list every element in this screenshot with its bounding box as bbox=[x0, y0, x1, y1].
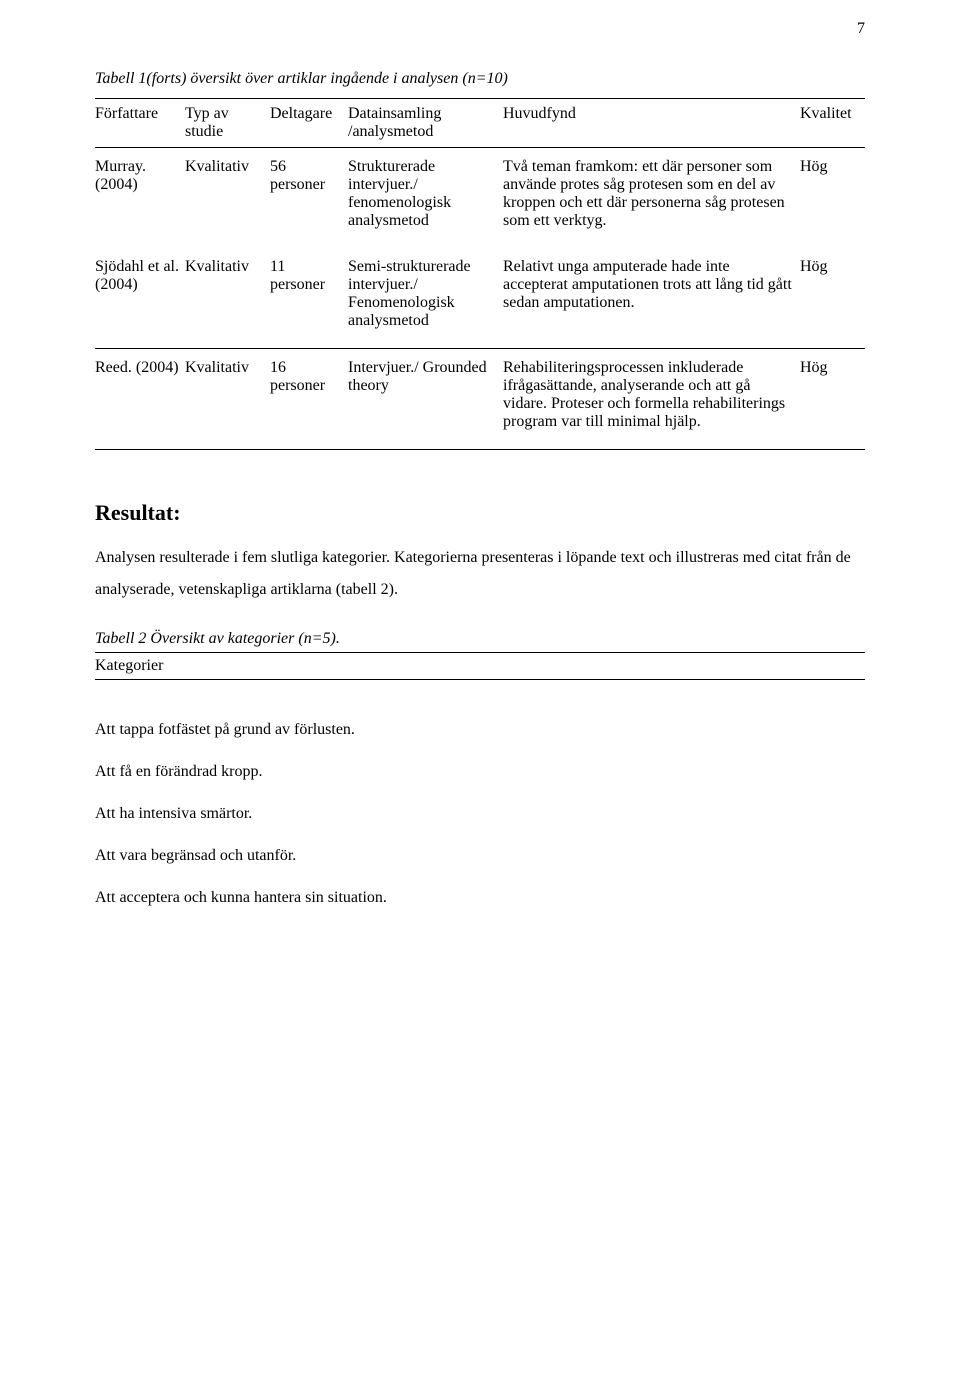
table1-header-row: Författare Typ av studie Deltagare Datai… bbox=[95, 99, 865, 148]
table-row: Reed. (2004) Kvalitativ 16 personer Inte… bbox=[95, 349, 865, 450]
table1-col-method: Datainsamling /analysmetod bbox=[348, 99, 503, 148]
cell-method: Semi-strukturerade intervjuer./ Fenomeno… bbox=[348, 248, 503, 349]
cell-type: Kvalitativ bbox=[185, 148, 270, 249]
table1-caption: Tabell 1(forts) översikt över artiklar i… bbox=[95, 70, 865, 88]
cell-type: Kvalitativ bbox=[185, 349, 270, 450]
resultat-intro: Analysen resulterade i fem slutliga kate… bbox=[95, 542, 865, 606]
table2-mid-rule bbox=[95, 679, 865, 680]
category-item: Att ha intensiva smärtor. bbox=[95, 798, 865, 830]
category-item: Att vara begränsad och utanför. bbox=[95, 840, 865, 872]
table1-col-quality: Kvalitet bbox=[800, 99, 865, 148]
cell-participants: 11 personer bbox=[270, 248, 348, 349]
cell-type: Kvalitativ bbox=[185, 248, 270, 349]
cell-method: Intervjuer./ Grounded theory bbox=[348, 349, 503, 450]
table2-header: Kategorier bbox=[95, 653, 865, 679]
table1-col-type: Typ av studie bbox=[185, 99, 270, 148]
cell-findings: Rehabiliteringsprocessen inkluderade ifr… bbox=[503, 349, 800, 450]
table1-col-author: Författare bbox=[95, 99, 185, 148]
table2-categories: Att tappa fotfästet på grund av förluste… bbox=[95, 714, 865, 914]
cell-author: Sjödahl et al. (2004) bbox=[95, 248, 185, 349]
table1-col-findings: Huvudfynd bbox=[503, 99, 800, 148]
cell-participants: 16 personer bbox=[270, 349, 348, 450]
cell-quality: Hög bbox=[800, 148, 865, 249]
cell-author: Reed. (2004) bbox=[95, 349, 185, 450]
category-item: Att tappa fotfästet på grund av förluste… bbox=[95, 714, 865, 746]
table-row: Sjödahl et al. (2004) Kvalitativ 11 pers… bbox=[95, 248, 865, 349]
cell-findings: Två teman framkom: ett där personer som … bbox=[503, 148, 800, 249]
cell-method: Strukturerade intervjuer./ fenomenologis… bbox=[348, 148, 503, 249]
category-item: Att få en förändrad kropp. bbox=[95, 756, 865, 788]
cell-quality: Hög bbox=[800, 349, 865, 450]
cell-quality: Hög bbox=[800, 248, 865, 349]
cell-participants: 56 personer bbox=[270, 148, 348, 249]
category-item: Att acceptera och kunna hantera sin situ… bbox=[95, 882, 865, 914]
page: 7 Tabell 1(forts) översikt över artiklar… bbox=[0, 0, 960, 1399]
cell-findings: Relativt unga amputerade hade inte accep… bbox=[503, 248, 800, 349]
table-row: Murray. (2004) Kvalitativ 56 personer St… bbox=[95, 148, 865, 249]
cell-author: Murray. (2004) bbox=[95, 148, 185, 249]
table1-col-participants: Deltagare bbox=[270, 99, 348, 148]
table2-caption: Tabell 2 Översikt av kategorier (n=5). bbox=[95, 630, 865, 648]
table1: Författare Typ av studie Deltagare Datai… bbox=[95, 98, 865, 450]
resultat-heading: Resultat: bbox=[95, 500, 865, 526]
page-number: 7 bbox=[857, 20, 865, 38]
